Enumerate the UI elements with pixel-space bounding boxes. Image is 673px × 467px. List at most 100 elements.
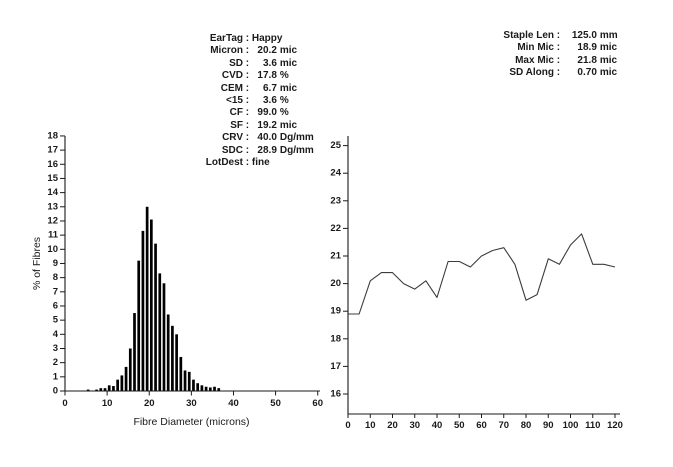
stat-label: Staple Len [503, 30, 554, 41]
x-tick-label: 50 [270, 398, 281, 409]
y-tick-label: 2 [53, 357, 58, 368]
x-tick-label: 100 [563, 420, 579, 431]
histogram-bar [183, 370, 187, 391]
stat-row: CRV : 40.0 Dg/mm [183, 132, 314, 144]
histogram-bar [208, 387, 212, 391]
histogram-bar [171, 325, 174, 391]
histogram-bar [217, 388, 221, 391]
y-tick-label: 9 [53, 258, 58, 269]
y-tick-label: 8 [53, 272, 58, 283]
stat-row: Min Mic : 18.9 mic [482, 42, 618, 54]
stat-value: 0.70 [577, 67, 597, 79]
stat-row: Micron : 20.2 mic [183, 45, 314, 57]
histogram-bar [187, 371, 191, 391]
stat-value: Happy [251, 33, 283, 44]
stat-value: 6.7 [262, 82, 277, 94]
histogram-bar [103, 388, 107, 391]
stat-row: <15 : 3.6% [183, 95, 314, 107]
stat-unit: mic [599, 54, 618, 66]
histogram-bar [137, 260, 141, 391]
stat-label: SDC [221, 144, 243, 156]
x-tick-label: 60 [476, 420, 487, 431]
x-tick-label: 60 [312, 398, 323, 409]
histogram-bar [112, 386, 115, 391]
x-tick-label: 70 [498, 420, 509, 431]
stat-colon: : [554, 54, 563, 66]
sample-stats-block: EarTag : Happy Micron : 20.2 mic SD : 3.6 mi… [183, 33, 314, 169]
stat-row: Staple Len : 125.0 mm [482, 30, 617, 42]
stat-value: 17.8 [257, 70, 277, 82]
stat-colon: : [243, 119, 252, 131]
stat-row: CF : 99.0% [183, 107, 314, 119]
x-tick-label: 90 [543, 420, 554, 431]
stat-colon: : [554, 42, 563, 54]
histogram-bar [128, 348, 132, 391]
histogram-bar [175, 334, 178, 391]
y-tick-label: 13 [47, 201, 58, 212]
y-tick-label: 14 [47, 187, 58, 198]
stat-label: SF [230, 119, 243, 131]
histogram-bar [154, 243, 157, 391]
x-tick-label: 40 [432, 420, 443, 431]
x-axis-title: Fibre Diameter (microns) [133, 416, 249, 428]
stat-colon: : [243, 57, 252, 69]
y-tick-label: 10 [47, 244, 58, 255]
stat-label: SD Along [509, 67, 554, 79]
y-axis-title: % of Fibres [31, 237, 43, 290]
y-tick-label: 20 [330, 278, 341, 289]
stat-unit: mic [279, 119, 298, 131]
y-tick-label: 15 [47, 173, 58, 184]
micron-along-staple-chart: 16 17 18 19 20 21 22 23 24 25 0 10 20 30 40 50 60 70 80 90 1… [330, 136, 623, 431]
y-tick-label: 4 [53, 329, 59, 340]
y-tick-label: 16 [47, 159, 58, 170]
axes [347, 136, 620, 415]
y-tick-label: 12 [47, 215, 58, 226]
micron-profile-line [348, 233, 616, 315]
y-tick-label: 21 [330, 251, 341, 262]
stat-row: CVD : 17.8% [183, 70, 314, 82]
stat-row: SDC : 28.9 Dg/mm [183, 145, 314, 157]
y-tick-label: 5 [53, 315, 59, 326]
stat-label: Max Mic [515, 54, 554, 66]
histogram-bar [204, 386, 208, 391]
stat-row: CEM : 6.7 mic [183, 83, 314, 95]
histogram-bar [116, 379, 119, 391]
stat-colon: : [243, 107, 252, 119]
histogram-bar [99, 388, 103, 391]
histogram-bar [179, 356, 183, 391]
y-tick-label: 18 [330, 333, 341, 344]
stat-colon: : [554, 67, 563, 79]
stat-unit: Dg/mm [279, 132, 314, 144]
x-tick-label: 80 [521, 420, 532, 431]
histogram-bar [141, 230, 145, 391]
histogram-bar [162, 283, 166, 391]
stat-colon: : [243, 144, 252, 156]
stat-value: 3.6 [262, 57, 277, 69]
y-tick-label: 25 [330, 140, 341, 151]
y-tick-label: 7 [53, 286, 58, 297]
histogram-bar [124, 366, 128, 391]
x-tick-label: 40 [228, 398, 239, 409]
histogram-bar [158, 273, 162, 391]
y-tick-label: 11 [48, 230, 59, 241]
x-tick-label: 10 [365, 420, 376, 431]
x-tick-label: 110 [585, 420, 600, 431]
y-tick-label: 17 [47, 145, 58, 156]
stat-colon: : [243, 70, 252, 82]
y-tick-label: 19 [330, 306, 341, 317]
y-tick-label: 22 [330, 223, 341, 234]
histogram-bar [145, 206, 149, 391]
stat-unit: mic [279, 45, 298, 57]
stat-unit: Dg/mm [279, 144, 314, 156]
x-tick-label: 30 [409, 420, 420, 431]
stat-colon: : [243, 157, 252, 169]
stat-value: 18.9 [577, 42, 597, 54]
x-tick-label: 0 [62, 398, 67, 409]
y-tick-label: 0 [53, 386, 58, 397]
y-tick-label: 1 [53, 371, 59, 382]
stat-label: CF [229, 107, 243, 119]
stat-unit: % [279, 95, 289, 107]
stat-value: 3.6 [262, 95, 277, 107]
x-tick-label: 20 [144, 398, 155, 409]
